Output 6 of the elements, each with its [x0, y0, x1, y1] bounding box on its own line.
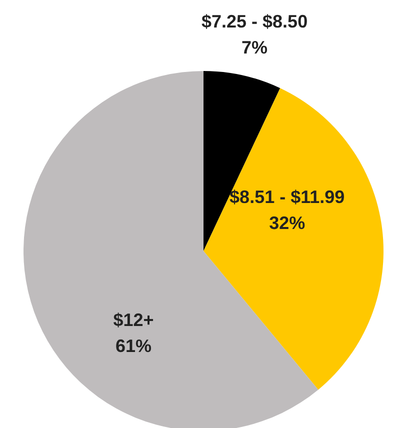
data-label: 7% [242, 38, 268, 58]
slice-label: $7.25 - $8.50 [202, 12, 308, 32]
data-label: 32% [269, 212, 306, 233]
data-label: 61% [115, 336, 152, 356]
slice-label: $8.51 - $11.99 [230, 186, 345, 207]
slice-label: $12+ [113, 310, 154, 330]
